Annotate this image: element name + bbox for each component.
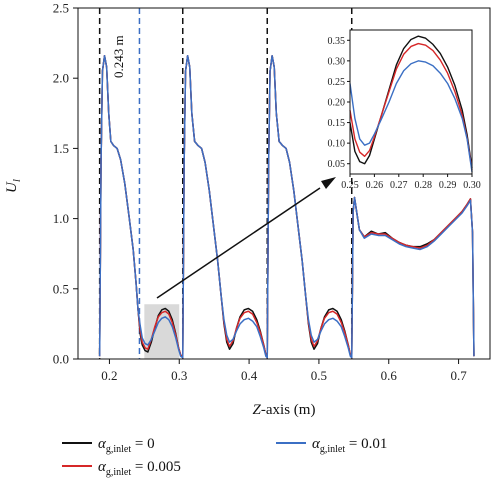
legend-label: αg,inlet = 0.01 xyxy=(312,436,387,455)
x-tick-label: 0.6 xyxy=(381,368,398,383)
legend-item-1: αg,inlet = 0.005 xyxy=(62,459,181,478)
y-tick-label: 0.0 xyxy=(53,352,69,367)
inset-x-tick-label: 0.25 xyxy=(341,180,359,191)
inset-x-tick-label: 0.28 xyxy=(414,180,432,191)
inset-y-tick-label: 0.15 xyxy=(328,118,346,129)
y-tick-label: 1.0 xyxy=(53,211,69,226)
inset-x-tick-label: 0.26 xyxy=(366,180,384,191)
inset-series-line-0 xyxy=(349,35,473,168)
inset-y-tick-label: 0.05 xyxy=(328,159,346,170)
y-tick-label: 2.0 xyxy=(53,71,69,86)
x-tick-label: 0.7 xyxy=(450,368,467,383)
legend: αg,inlet = 0 αg,inlet = 0.005 αg,inlet =… xyxy=(62,436,387,478)
zoom-arrow xyxy=(156,177,336,299)
inset-series-line-1 xyxy=(349,42,473,170)
inset-y-tick-label: 0.25 xyxy=(328,77,346,88)
inset-plot: 0.25 0.26 0.27 0.28 0.29 0.30 0.05 0.10 0.15 0.2… xyxy=(328,29,481,191)
inset-series-group xyxy=(349,35,473,173)
x-tick-label: 0.3 xyxy=(171,368,187,383)
x-axis-title: Z-axis (m) xyxy=(253,402,316,418)
inset-x-ticks: 0.25 0.26 0.27 0.28 0.29 0.30 xyxy=(341,174,481,191)
inset-y-tick-label: 0.35 xyxy=(328,36,346,47)
main-series-group xyxy=(98,54,475,359)
legend-item-0: αg,inlet = 0 xyxy=(62,436,155,455)
inset-y-ticks: 0.05 0.10 0.15 0.20 0.25 0.30 0.35 xyxy=(328,36,350,170)
y-ticks: 0.0 0.5 1.0 1.5 2.0 2.5 xyxy=(53,1,78,367)
inset-x-tick-label: 0.27 xyxy=(390,180,408,191)
series-line-1 xyxy=(98,54,475,359)
position-annotation: 0.243 m xyxy=(111,35,126,78)
inset-y-tick-label: 0.20 xyxy=(328,98,346,109)
series-line-2 xyxy=(98,54,475,359)
x-ticks: 0.2 0.3 0.4 0.5 0.6 0.7 xyxy=(101,359,467,383)
inset-x-tick-label: 0.30 xyxy=(463,180,481,191)
inset-y-tick-label: 0.30 xyxy=(328,56,346,67)
x-tick-label: 0.4 xyxy=(241,368,258,383)
x-tick-label: 0.5 xyxy=(311,368,327,383)
inset-series-line-2 xyxy=(349,60,473,173)
y-tick-label: 2.5 xyxy=(53,1,69,16)
x-tick-label: 0.2 xyxy=(101,368,117,383)
plot-frame xyxy=(77,7,491,360)
legend-item-2: αg,inlet = 0.01 xyxy=(276,436,387,455)
y-tick-label: 1.5 xyxy=(53,141,69,156)
legend-label: αg,inlet = 0.005 xyxy=(98,459,181,478)
legend-label: αg,inlet = 0 xyxy=(98,436,155,455)
y-axis-title: Ul xyxy=(4,179,23,193)
y-tick-label: 0.5 xyxy=(53,281,69,296)
inset-x-tick-label: 0.29 xyxy=(439,180,457,191)
inset-y-tick-label: 0.10 xyxy=(328,139,346,150)
